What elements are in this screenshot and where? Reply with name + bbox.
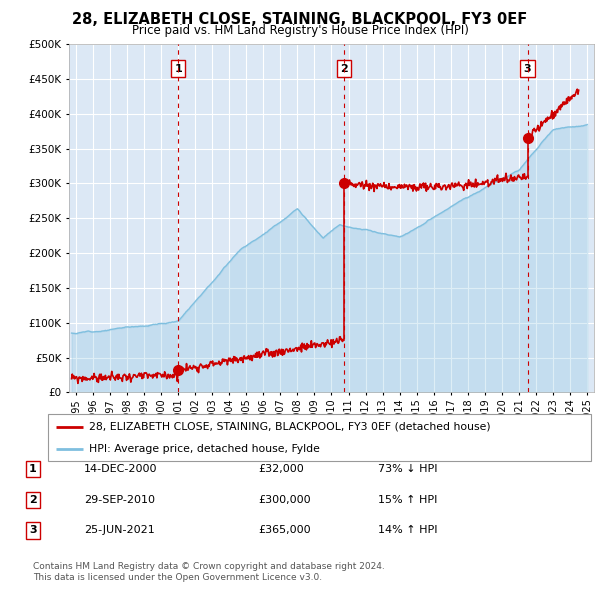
Text: 25-JUN-2021: 25-JUN-2021 — [84, 526, 155, 535]
Text: Price paid vs. HM Land Registry's House Price Index (HPI): Price paid vs. HM Land Registry's House … — [131, 24, 469, 37]
FancyBboxPatch shape — [48, 414, 591, 461]
Text: HPI: Average price, detached house, Fylde: HPI: Average price, detached house, Fyld… — [89, 444, 320, 454]
Text: 73% ↓ HPI: 73% ↓ HPI — [378, 464, 437, 474]
Text: 29-SEP-2010: 29-SEP-2010 — [84, 495, 155, 504]
Text: 14% ↑ HPI: 14% ↑ HPI — [378, 526, 437, 535]
Text: 28, ELIZABETH CLOSE, STAINING, BLACKPOOL, FY3 0EF: 28, ELIZABETH CLOSE, STAINING, BLACKPOOL… — [73, 12, 527, 27]
Text: £365,000: £365,000 — [258, 526, 311, 535]
Text: 3: 3 — [524, 64, 532, 74]
Text: 1: 1 — [29, 464, 37, 474]
Text: 28, ELIZABETH CLOSE, STAINING, BLACKPOOL, FY3 0EF (detached house): 28, ELIZABETH CLOSE, STAINING, BLACKPOOL… — [89, 422, 490, 432]
Text: 1: 1 — [174, 64, 182, 74]
Text: 14-DEC-2000: 14-DEC-2000 — [84, 464, 157, 474]
Text: Contains HM Land Registry data © Crown copyright and database right 2024.
This d: Contains HM Land Registry data © Crown c… — [33, 562, 385, 582]
Text: £32,000: £32,000 — [258, 464, 304, 474]
Text: 15% ↑ HPI: 15% ↑ HPI — [378, 495, 437, 504]
Text: 2: 2 — [29, 495, 37, 504]
Text: 2: 2 — [340, 64, 348, 74]
Text: 3: 3 — [29, 526, 37, 535]
Text: £300,000: £300,000 — [258, 495, 311, 504]
